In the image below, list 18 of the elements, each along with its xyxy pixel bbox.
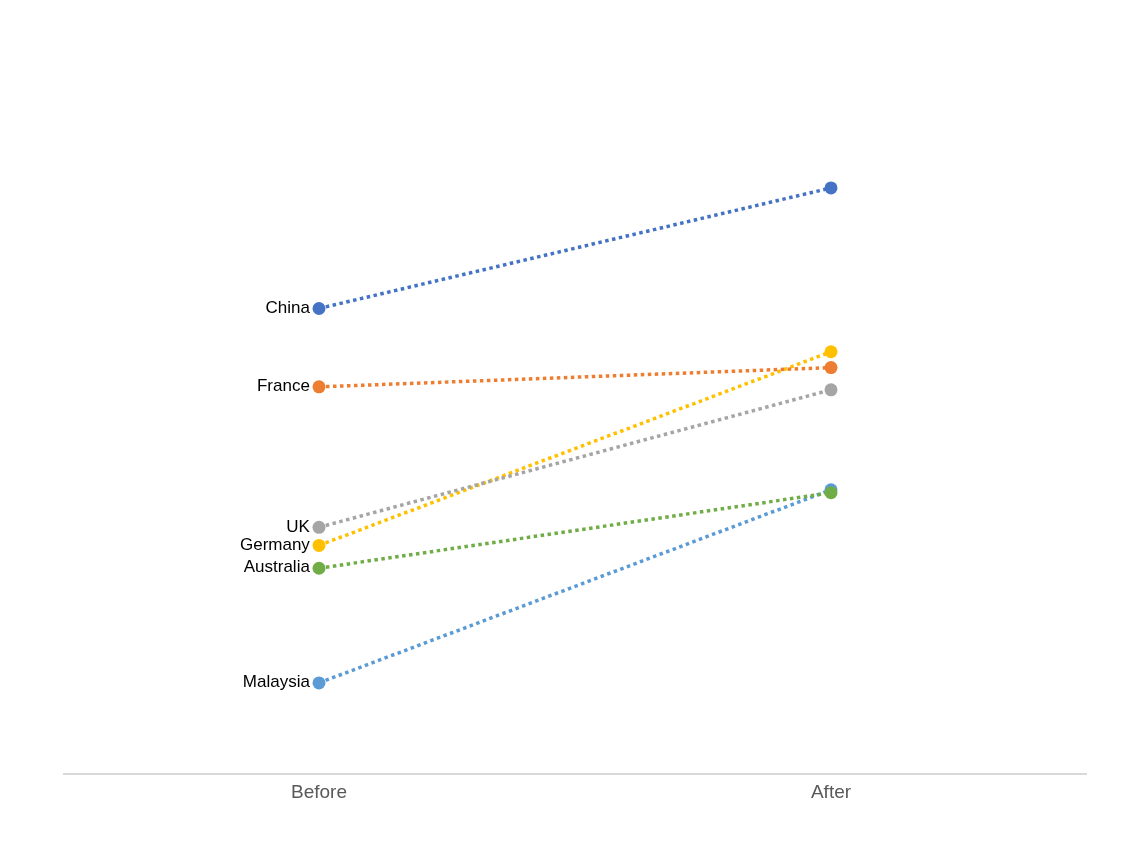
series-label: France xyxy=(256,376,310,396)
point xyxy=(312,301,326,315)
x-tick-label: After xyxy=(810,780,852,802)
point xyxy=(824,383,838,397)
point xyxy=(312,676,326,690)
point xyxy=(312,561,326,575)
point xyxy=(824,181,838,195)
series-label: UK xyxy=(286,516,311,536)
series-label: Australia xyxy=(243,557,311,577)
series-label: Malaysia xyxy=(242,672,311,692)
point xyxy=(824,361,838,375)
series-label: China xyxy=(265,297,311,317)
point xyxy=(312,520,326,534)
x-tick-label: Before xyxy=(291,780,347,802)
point xyxy=(824,345,838,359)
point xyxy=(312,380,326,394)
point xyxy=(312,538,326,552)
series-label: Germany xyxy=(239,534,311,554)
